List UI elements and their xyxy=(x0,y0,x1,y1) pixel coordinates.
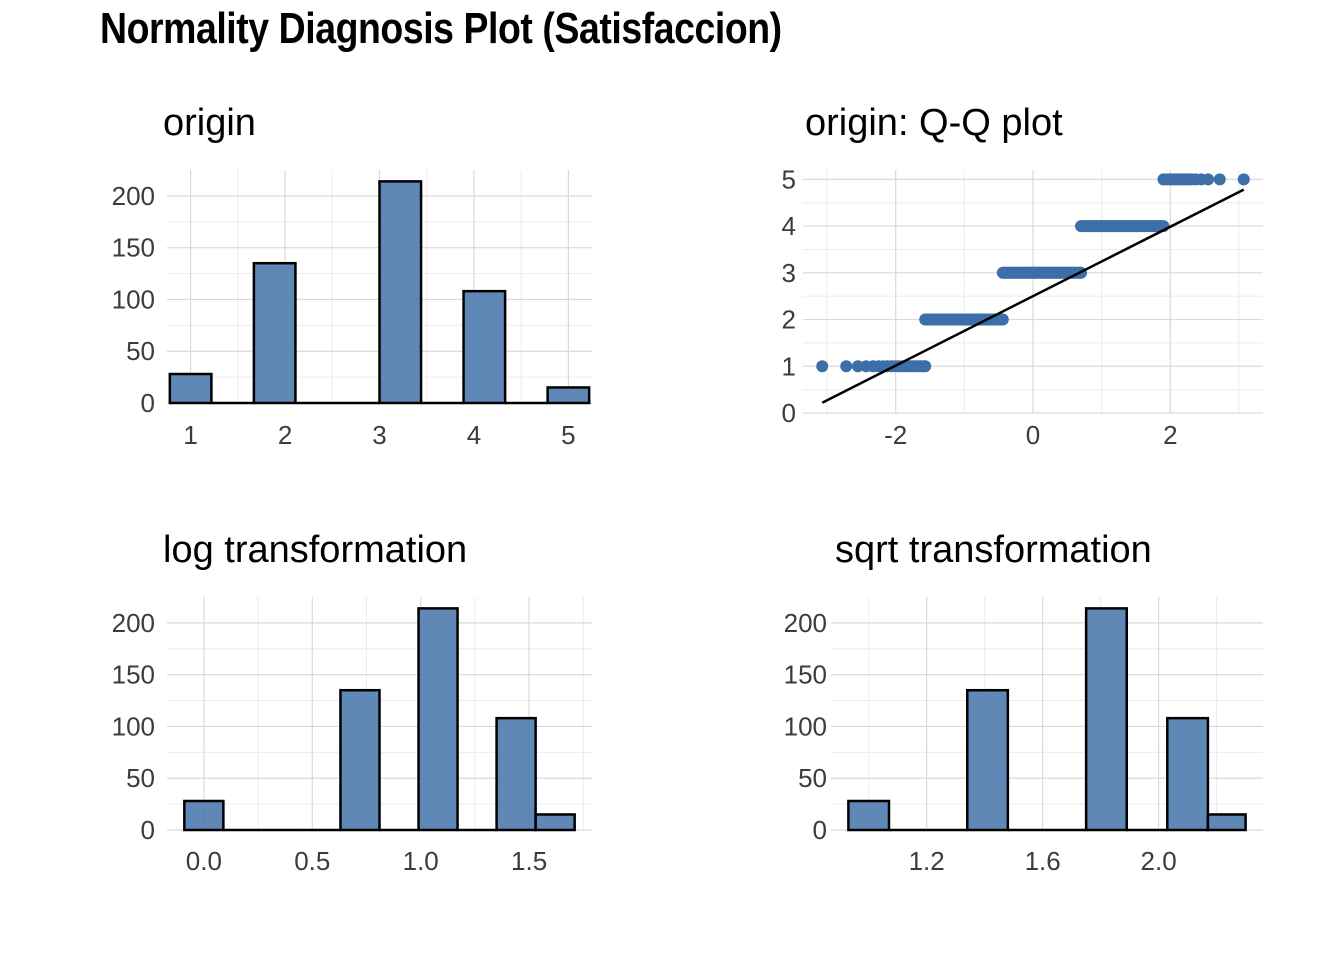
histogram-bar xyxy=(252,261,297,405)
y-tick-label: 200 xyxy=(784,608,827,638)
qq-point xyxy=(996,313,1009,326)
histogram-bar xyxy=(1084,607,1128,832)
qq-point xyxy=(1202,173,1215,186)
x-tick-label: 1.6 xyxy=(1025,846,1061,876)
panel-sqrt-transformation-histogram: sqrt transformation 1.2 1.6 2.0 0 50 100 150 200 xyxy=(784,529,1263,876)
y-tick-label: 5 xyxy=(782,164,796,194)
grid xyxy=(803,170,1263,414)
y-tick-label: 50 xyxy=(126,763,155,793)
x-tick-label: 1.2 xyxy=(909,846,945,876)
panel-title: sqrt transformation xyxy=(835,529,1152,571)
figure-title: Normality Diagnosis Plot (Satisfaccion) xyxy=(100,4,782,53)
y-tick-label: 2 xyxy=(782,305,796,335)
qq-reference-line xyxy=(821,188,1245,404)
y-tick-label: 200 xyxy=(112,181,155,211)
histogram-bar xyxy=(495,716,537,832)
x-tick-label: 2 xyxy=(278,420,292,450)
histogram-bars xyxy=(847,607,1247,832)
y-tick-label: 0 xyxy=(813,815,827,845)
x-tick-label: 2 xyxy=(1163,420,1177,450)
y-tick-label: 150 xyxy=(112,660,155,690)
x-tick-label: 0.5 xyxy=(294,846,330,876)
x-tick-label: 1.5 xyxy=(511,846,547,876)
histogram-bar xyxy=(966,688,1010,832)
y-tick-label: 3 xyxy=(782,258,796,288)
histogram-bar xyxy=(546,386,591,405)
panel-title: origin: Q-Q plot xyxy=(805,102,1063,144)
histogram-bars xyxy=(168,180,591,405)
panel-origin-qq-plot: origin: Q-Q plot -2 0 2 0 1 2 3 4 5 xyxy=(782,102,1263,450)
histogram-bars xyxy=(183,607,576,832)
x-tick-label: 3 xyxy=(372,420,386,450)
x-tick-label: 1.0 xyxy=(403,846,439,876)
y-tick-label: 100 xyxy=(112,284,155,314)
qq-point xyxy=(1213,173,1226,186)
x-tick-label: 2.0 xyxy=(1141,846,1177,876)
y-tick-label: 150 xyxy=(112,233,155,263)
panel-log-transformation-histogram: log transformation 0.0 0.5 1.0 1.5 0 50 100 150 2… xyxy=(112,529,592,876)
panel-title: origin xyxy=(163,102,256,144)
qq-point xyxy=(1237,173,1250,186)
x-tick-label: 0 xyxy=(1026,420,1040,450)
qq-point xyxy=(816,360,829,373)
histogram-bar xyxy=(847,799,891,832)
histogram-bar xyxy=(168,372,213,405)
y-tick-label: 50 xyxy=(126,336,155,366)
y-tick-label: 150 xyxy=(784,660,827,690)
y-tick-label: 200 xyxy=(112,608,155,638)
y-tick-label: 100 xyxy=(112,711,155,741)
x-tick-label: 1 xyxy=(183,420,197,450)
y-tick-label: 0 xyxy=(141,815,155,845)
histogram-bar xyxy=(378,180,423,405)
x-tick-label: 0.0 xyxy=(186,846,222,876)
y-tick-label: 1 xyxy=(782,351,796,381)
y-tick-label: 100 xyxy=(784,711,827,741)
x-tick-label: -2 xyxy=(884,420,907,450)
histogram-bar xyxy=(462,289,507,405)
x-tick-label: 4 xyxy=(467,420,481,450)
histogram-bar xyxy=(417,607,459,832)
histogram-bar xyxy=(1166,716,1210,832)
histogram-bar xyxy=(183,799,225,832)
y-tick-label: 0 xyxy=(141,388,155,418)
qq-point xyxy=(851,360,864,373)
qq-point xyxy=(840,360,853,373)
x-tick-label: 5 xyxy=(561,420,575,450)
histogram-bar xyxy=(1206,813,1247,832)
qq-point xyxy=(919,360,932,373)
histogram-bar xyxy=(534,813,576,832)
panel-title: log transformation xyxy=(163,529,467,571)
y-tick-label: 0 xyxy=(782,398,796,428)
y-tick-label: 4 xyxy=(782,211,796,241)
y-tick-label: 50 xyxy=(798,763,827,793)
histogram-bar xyxy=(339,688,381,832)
